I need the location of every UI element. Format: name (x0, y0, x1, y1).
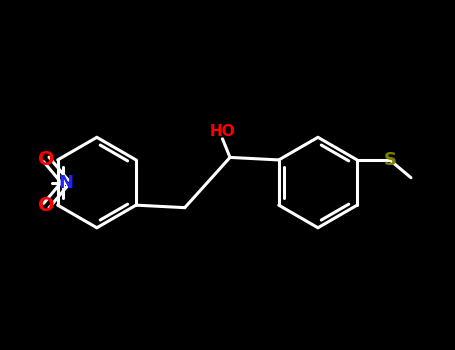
Text: N: N (58, 174, 73, 191)
Text: O: O (38, 150, 55, 169)
Text: HO: HO (210, 124, 235, 139)
Text: O: O (38, 196, 55, 215)
Text: S: S (383, 151, 396, 169)
